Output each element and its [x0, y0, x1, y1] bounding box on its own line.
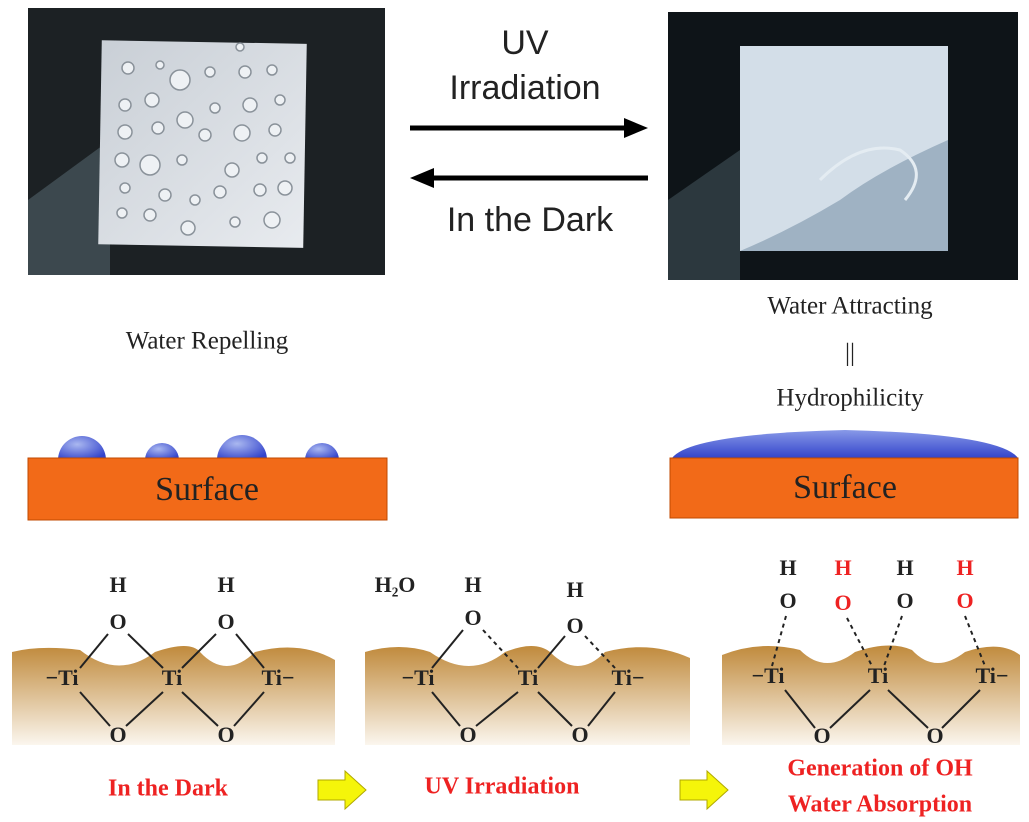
- step-label: Water Absorption: [788, 792, 972, 818]
- atom-label: O: [926, 723, 943, 748]
- atom-label: H₂O: [375, 572, 416, 597]
- atom-label: H: [896, 555, 913, 580]
- atom-label: O: [566, 613, 583, 638]
- panel-oh: H H H H O O O O −Ti Ti Ti− O O: [722, 555, 1020, 748]
- photo-hydrophilic: [668, 12, 1018, 280]
- caption: Water Attracting: [767, 293, 933, 320]
- atom-label: O: [217, 609, 234, 634]
- arrow-head: [624, 118, 648, 138]
- arrow-label: UV: [501, 24, 549, 62]
- step-label: Generation of OH: [787, 756, 973, 782]
- arrow-label: Irradiation: [449, 69, 600, 107]
- step-arrow: [317, 769, 367, 811]
- arrow-label: In the Dark: [447, 201, 614, 239]
- atom-label: H: [956, 555, 973, 580]
- atom-label: O: [813, 723, 830, 748]
- atom-label: H: [566, 577, 583, 602]
- surface: [27, 457, 388, 521]
- atom-label: H: [464, 572, 481, 597]
- atom-label: Ti−: [262, 665, 295, 690]
- atom-label: Ti: [518, 665, 538, 690]
- atom-label: O: [834, 590, 851, 615]
- step-label: In the Dark: [108, 776, 229, 802]
- atom-label: O: [779, 588, 796, 613]
- drops: [58, 435, 339, 460]
- surface: [669, 457, 1019, 519]
- water-film: [672, 430, 1018, 458]
- atom-label: O: [217, 722, 234, 747]
- atom-label: O: [956, 588, 973, 613]
- atom-label: O: [464, 605, 481, 630]
- atom-label: Ti: [868, 663, 888, 688]
- atom-label: −Ti: [752, 663, 785, 688]
- panel-uv: H₂O H H O O −Ti Ti Ti− O O: [365, 572, 690, 747]
- caption: Hydrophilicity: [776, 385, 924, 412]
- atom-label: H: [109, 572, 126, 597]
- photo-hydrophobic: [28, 8, 385, 275]
- atom-label: H: [217, 572, 234, 597]
- step-label: UV Irradiation: [425, 774, 580, 800]
- atom-label: −Ti: [46, 665, 79, 690]
- surface-label: Surface: [793, 469, 897, 506]
- atom-label: O: [109, 722, 126, 747]
- caption: Water Repelling: [126, 328, 289, 355]
- atom-label: O: [459, 722, 476, 747]
- atom-label: O: [571, 722, 588, 747]
- atom-label: Ti−: [976, 663, 1009, 688]
- atom-label: O: [896, 588, 913, 613]
- surface-label: Surface: [155, 471, 259, 508]
- atom-label: Ti: [162, 665, 182, 690]
- caption: ||: [845, 340, 855, 367]
- panel-dark: H H O O −Ti Ti Ti− O O: [12, 572, 335, 747]
- atom-label: H: [834, 555, 851, 580]
- atom-label: Ti−: [612, 665, 645, 690]
- atom-label: H: [779, 555, 796, 580]
- atom-label: O: [109, 609, 126, 634]
- atom-label: −Ti: [402, 665, 435, 690]
- arrow-head: [410, 168, 434, 188]
- step-arrow: [679, 769, 729, 811]
